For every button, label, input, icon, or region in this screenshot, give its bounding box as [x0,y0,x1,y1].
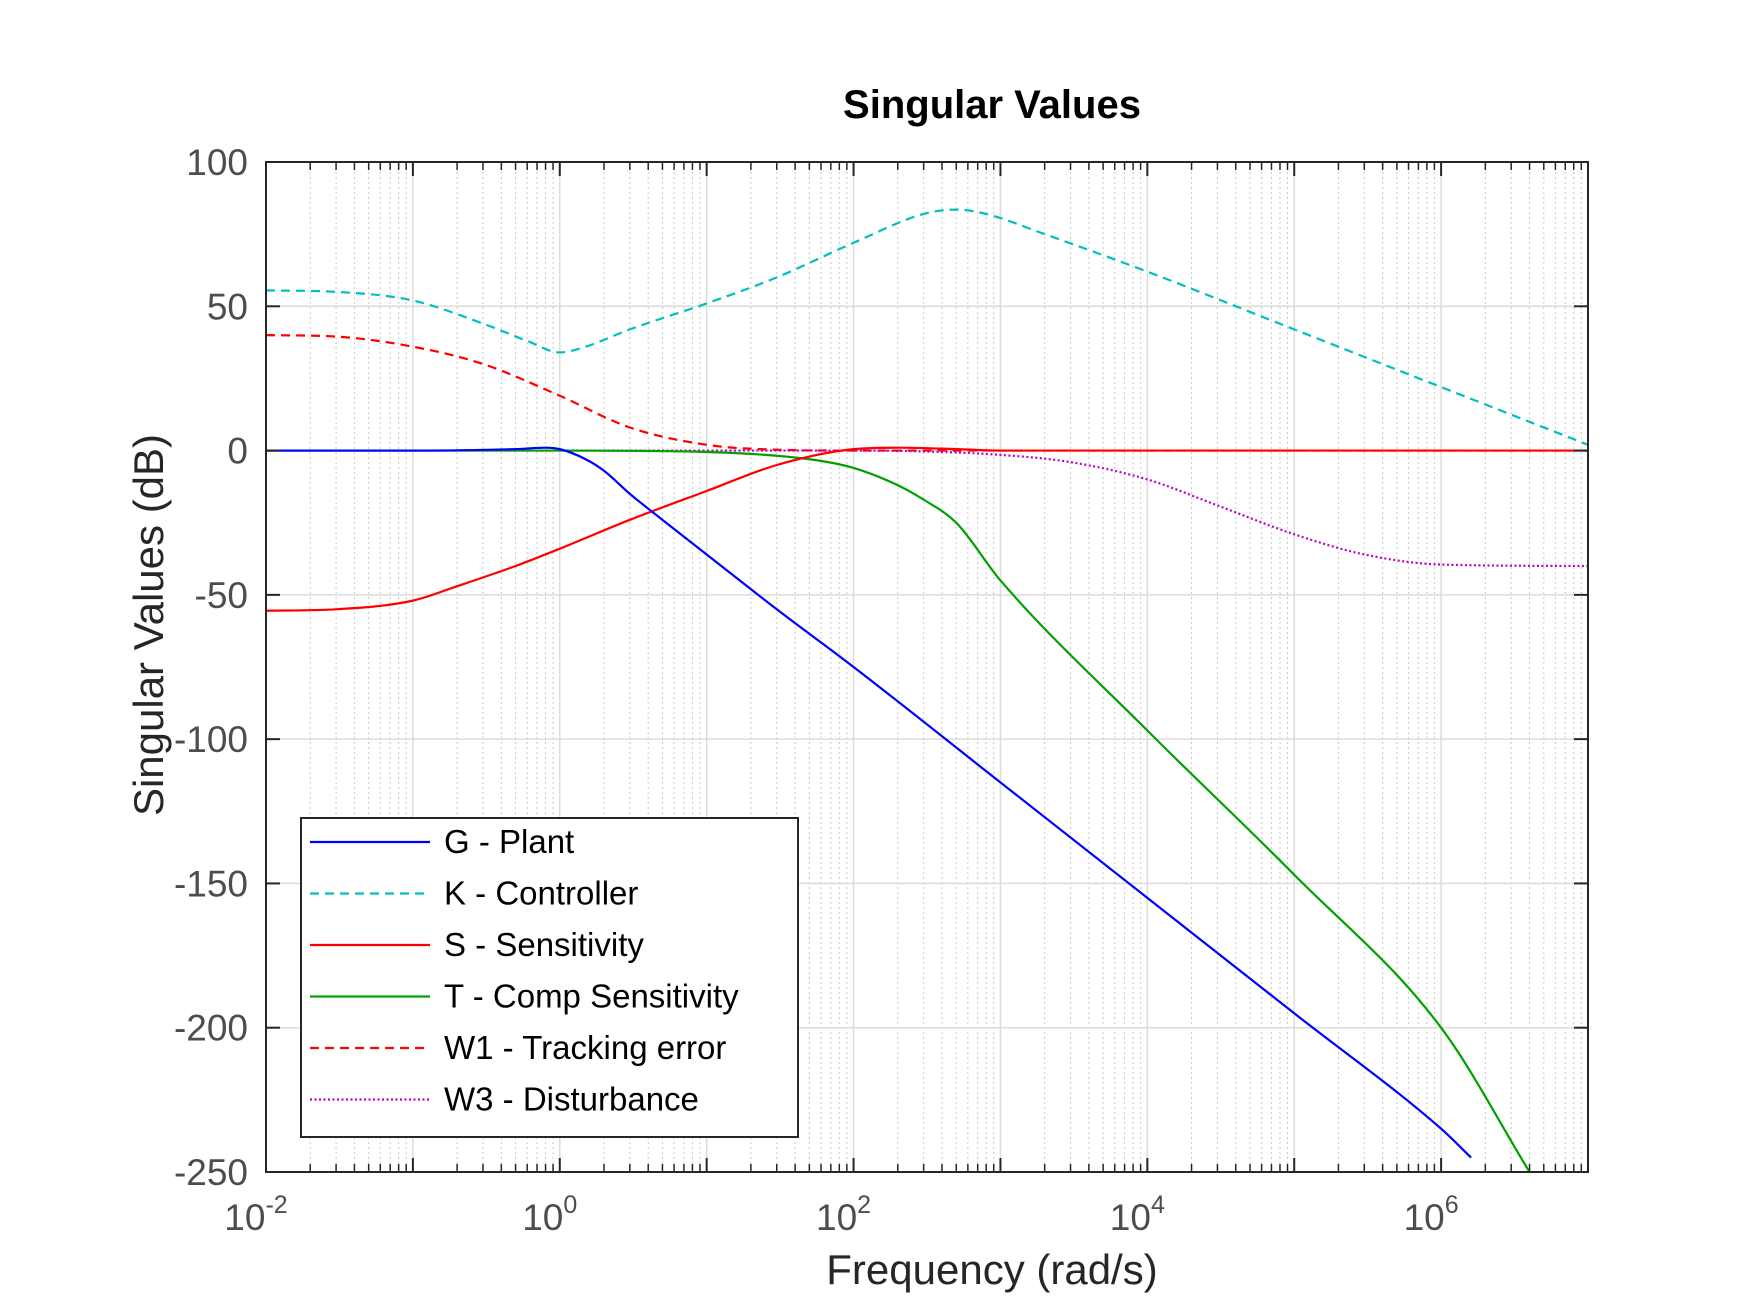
tick-marks [265,161,1588,1173]
x-axis-label: Frequency (rad/s) [826,1246,1157,1293]
legend-label-5: W3 - Disturbance [444,1081,699,1118]
x-tick-label: 10-2 [224,1191,287,1238]
x-tick-label: 104 [1110,1191,1165,1238]
series-line-0 [266,446,1472,1159]
legend-label-1: K - Controller [444,875,638,912]
series-line-2 [266,446,1588,612]
series-layer [266,208,1588,1172]
y-tick-label: -250 [174,1152,248,1193]
y-axis-label: Singular Values (dB) [125,434,172,816]
y-tick-label: -200 [174,1008,248,1049]
series-line-3 [266,449,1531,1172]
legend-label-3: T - Comp Sensitivity [444,978,739,1015]
legend: G - Plant K - Controller S - Sensitivity T … [300,817,799,1138]
x-tick-labels: 10-2 100 102 104 106 [224,1191,1458,1238]
legend-label-4: W1 - Tracking error [444,1029,726,1066]
legend-label-2: S - Sensitivity [444,926,644,963]
y-tick-label: 100 [186,142,248,183]
chart-title: Singular Values [843,83,1141,127]
series-line-1 [266,208,1588,446]
legend-box [300,817,799,1138]
y-tick-labels: 100 50 0 -50 -100 -150 -200 -250 [174,142,248,1193]
x-tick-label: 106 [1404,1191,1459,1238]
x-tick-label: 100 [522,1191,577,1238]
y-tick-label: -50 [195,575,248,616]
y-tick-label: -150 [174,863,248,904]
x-tick-label: 102 [816,1191,871,1238]
legend-label-0: G - Plant [444,823,574,860]
y-tick-label: 50 [207,286,248,327]
y-tick-label: -100 [174,719,248,760]
y-tick-label: 0 [227,431,248,472]
axes-box [265,161,1589,1173]
